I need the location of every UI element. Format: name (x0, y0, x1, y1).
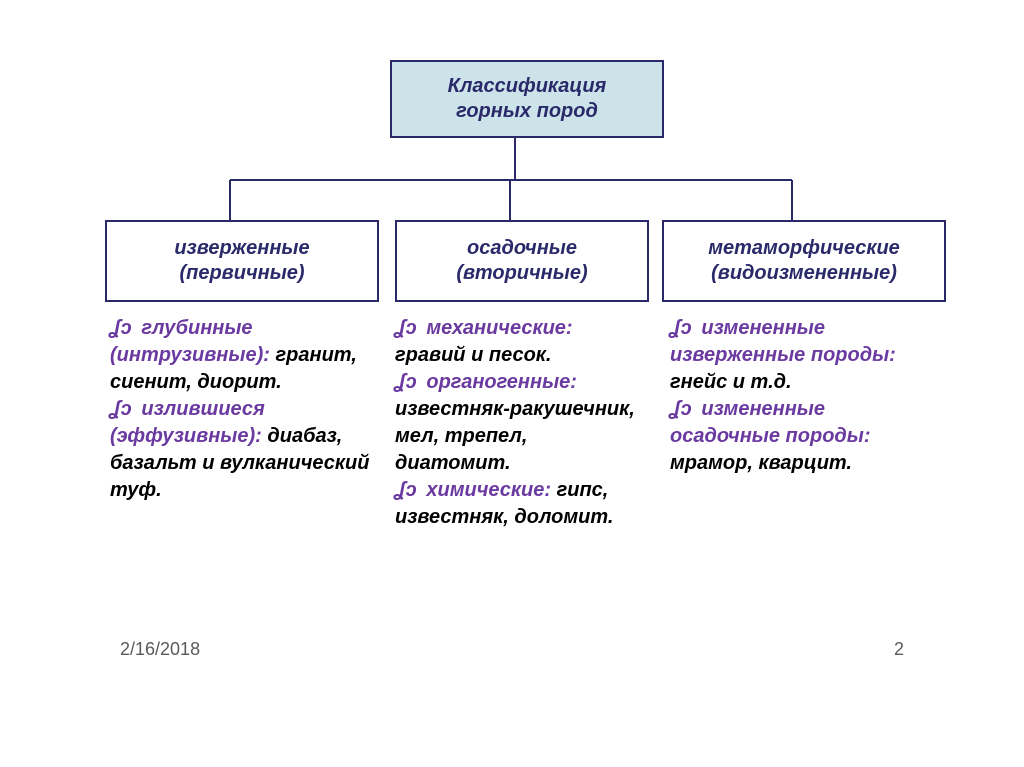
details-col-2: ʆɔ механические: гравий и песок.ʆɔ орган… (395, 315, 635, 531)
bullet-icon: ʆɔ (670, 317, 692, 339)
detail-category: химические: (421, 479, 557, 501)
detail-examples: известняк-ракушечник, мел, трепел, диато… (395, 398, 635, 474)
detail-item: ʆɔ измененные изверженные породы: гнейс … (670, 315, 930, 396)
root-line2: горных пород (456, 100, 598, 122)
footer-page: 2 (894, 639, 904, 660)
bullet-icon: ʆɔ (110, 317, 132, 339)
child1-line1: изверженные (174, 237, 309, 259)
detail-item: ʆɔ глубинные (интрузивные): гранит, сиен… (110, 315, 370, 396)
detail-examples: мрамор, кварцит. (670, 452, 852, 474)
slide: Классификация горных пород изверженные (… (50, 20, 974, 720)
detail-item: ʆɔ измененные осадочные породы: мрамор, … (670, 396, 930, 477)
detail-item: ʆɔ механические: гравий и песок. (395, 315, 635, 369)
detail-category: глубинные (интрузивные): (110, 317, 275, 366)
detail-item: ʆɔ излившиеся (эффузивные): диабаз, база… (110, 396, 370, 504)
detail-examples: гнейс и т.д. (670, 371, 792, 393)
child-box-3: метаморфические (видоизмененные) (662, 220, 946, 302)
details-col-1: ʆɔ глубинные (интрузивные): гранит, сиен… (110, 315, 370, 504)
bullet-icon: ʆɔ (395, 371, 417, 393)
root-line1: Классификация (448, 75, 607, 97)
footer-date: 2/16/2018 (120, 639, 200, 660)
child-box-2: осадочные (вторичные) (395, 220, 649, 302)
detail-category: измененные осадочные породы: (670, 398, 871, 447)
root-box: Классификация горных пород (390, 60, 664, 138)
child3-line1: метаморфические (708, 237, 900, 259)
child1-line2: (первичные) (179, 262, 304, 284)
detail-category: излившиеся (эффузивные): (110, 398, 267, 447)
detail-category: органогенные: (421, 371, 577, 393)
bullet-icon: ʆɔ (395, 479, 417, 501)
detail-item: ʆɔ органогенные: известняк-ракушечник, м… (395, 369, 635, 477)
details-col-3: ʆɔ измененные изверженные породы: гнейс … (670, 315, 930, 477)
child-box-1: изверженные (первичные) (105, 220, 379, 302)
child2-line2: (вторичные) (456, 262, 587, 284)
bullet-icon: ʆɔ (670, 398, 692, 420)
bullet-icon: ʆɔ (395, 317, 417, 339)
detail-category: измененные изверженные породы: (670, 317, 896, 366)
child3-line2: (видоизмененные) (711, 262, 897, 284)
detail-item: ʆɔ химические: гипс, известняк, доломит. (395, 477, 635, 531)
detail-examples: гравий и песок. (395, 344, 551, 366)
bullet-icon: ʆɔ (110, 398, 132, 420)
child2-line1: осадочные (467, 237, 577, 259)
detail-category: механические: (421, 317, 573, 339)
